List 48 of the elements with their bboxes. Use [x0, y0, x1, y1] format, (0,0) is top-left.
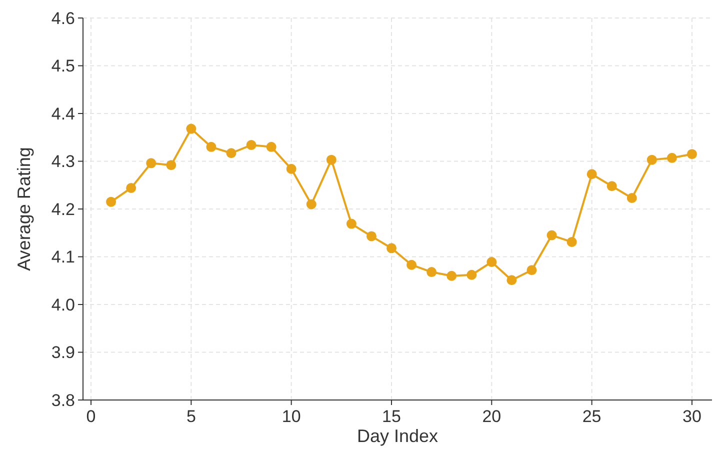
point — [626, 193, 637, 204]
y-tick-label: 4.2 — [51, 200, 75, 219]
point — [526, 265, 537, 276]
point — [486, 257, 497, 268]
point — [366, 231, 376, 242]
point — [266, 142, 276, 152]
point — [326, 154, 336, 165]
x-tick-label: 5 — [186, 407, 196, 426]
point — [146, 158, 156, 168]
y-tick-label: 4.6 — [51, 8, 75, 28]
y-axis-title: Average Rating — [14, 147, 34, 271]
point — [306, 199, 316, 210]
point — [346, 218, 356, 229]
x-tick-label: 10 — [282, 407, 301, 426]
y-tick-label: 3.8 — [51, 390, 75, 410]
point — [386, 243, 396, 254]
y-tick-label: 3.9 — [51, 343, 75, 362]
y-tick-label: 4.4 — [51, 104, 75, 124]
point — [166, 160, 176, 170]
point — [226, 148, 236, 158]
point — [546, 230, 557, 240]
y-tick-label: 4.1 — [51, 248, 75, 267]
point — [406, 260, 417, 270]
y-tick-label: 4.5 — [51, 56, 75, 76]
point — [126, 182, 136, 193]
x-tick-label: 20 — [482, 407, 502, 426]
y-tick-label: 4.3 — [51, 152, 75, 172]
x-tick-label: 30 — [682, 407, 702, 426]
point — [426, 267, 437, 278]
x-axis-title: Day Index — [356, 426, 438, 446]
point — [106, 196, 116, 207]
point — [186, 124, 196, 134]
y-tick-label: 4.0 — [51, 295, 75, 314]
point — [246, 140, 256, 150]
point — [666, 152, 677, 163]
point — [566, 236, 577, 247]
point — [466, 270, 477, 280]
x-tick-label: 0 — [86, 407, 96, 426]
point — [586, 169, 597, 180]
point — [506, 275, 517, 286]
x-tick-label: 15 — [382, 407, 401, 426]
point — [606, 181, 617, 192]
point — [446, 270, 457, 281]
x-tick-label: 25 — [582, 407, 602, 426]
point — [206, 142, 216, 152]
point — [286, 164, 296, 174]
point — [686, 149, 697, 160]
point — [646, 154, 657, 165]
